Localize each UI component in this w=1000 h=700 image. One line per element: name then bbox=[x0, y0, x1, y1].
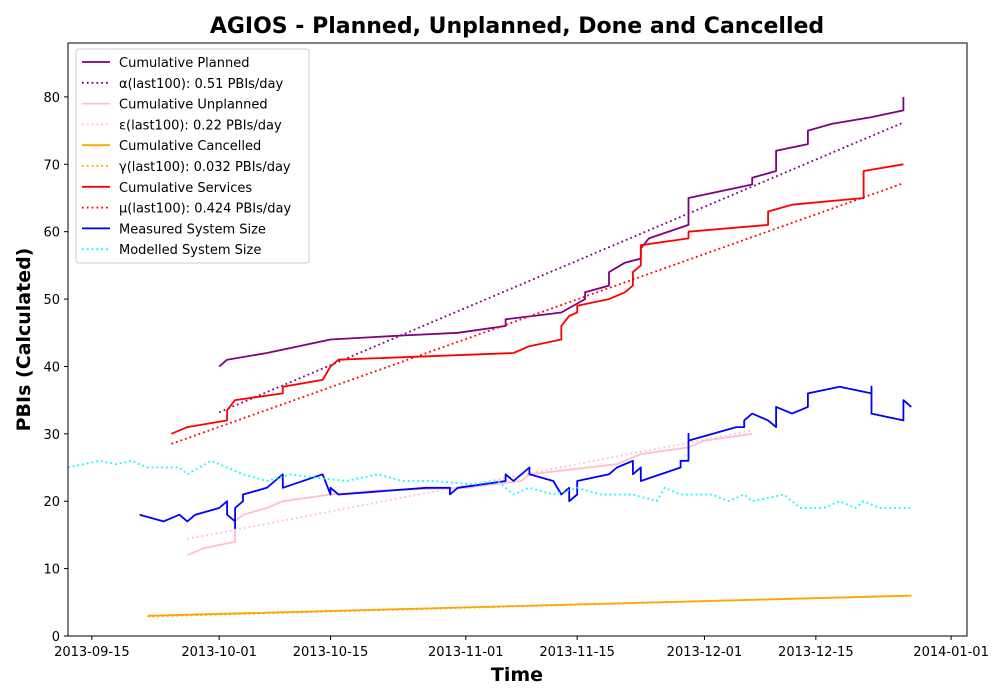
legend-label: Cumulative Cancelled bbox=[119, 139, 261, 154]
y-axis-label: PBIs (Calculated) bbox=[13, 248, 35, 432]
y-tick-label: 50 bbox=[43, 293, 60, 308]
legend-label: Cumulative Unplanned bbox=[119, 98, 268, 113]
legend-label: Cumulative Services bbox=[119, 181, 252, 196]
x-tick-label: 2013-12-15 bbox=[778, 645, 854, 660]
series-line-6 bbox=[171, 163, 904, 435]
legend-label: ε(last100): 0.22 PBIs/day bbox=[119, 118, 282, 133]
legend-label: μ(last100): 0.424 PBIs/day bbox=[119, 202, 291, 217]
x-tick-label: 2013-12-01 bbox=[667, 645, 743, 660]
y-tick-label: 30 bbox=[43, 428, 60, 443]
x-tick-label: 2013-11-15 bbox=[539, 645, 615, 660]
legend-label: Cumulative Planned bbox=[119, 56, 249, 71]
y-tick-label: 20 bbox=[43, 495, 60, 510]
y-tick-label: 60 bbox=[43, 226, 60, 241]
plot-area bbox=[68, 96, 912, 618]
series-line-4 bbox=[147, 594, 912, 617]
legend-label: Modelled System Size bbox=[119, 243, 261, 258]
legend-label: α(last100): 0.51 PBIs/day bbox=[119, 77, 284, 92]
y-tick-label: 70 bbox=[43, 158, 60, 173]
series-line-2 bbox=[186, 432, 753, 556]
y-tick-label: 0 bbox=[52, 630, 60, 645]
chart-title: AGIOS - Planned, Unplanned, Done and Can… bbox=[210, 14, 824, 39]
plot-frame bbox=[67, 42, 968, 637]
y-tick-label: 80 bbox=[43, 91, 60, 106]
x-tick-label: 2013-10-15 bbox=[293, 645, 369, 660]
x-axis-label: Time bbox=[491, 664, 543, 686]
y-tick-label: 40 bbox=[43, 360, 60, 375]
series-line-1 bbox=[218, 121, 904, 414]
legend: Cumulative Planned α(last100): 0.51 PBIs/… bbox=[75, 48, 310, 264]
axis-ticks: 2013-09-15 2013-10-01 2013-10-15 2013-11-01… bbox=[43, 91, 988, 660]
series-line-3 bbox=[187, 429, 753, 540]
y-tick-label: 10 bbox=[43, 563, 60, 578]
legend-box bbox=[75, 48, 310, 264]
x-tick-label: 2013-10-01 bbox=[181, 645, 257, 660]
series-line-8 bbox=[139, 385, 912, 530]
x-tick-label: 2013-11-01 bbox=[428, 645, 504, 660]
legend-label: γ(last100): 0.032 PBIs/day bbox=[119, 160, 291, 175]
x-tick-label: 2013-09-15 bbox=[54, 645, 130, 660]
legend-label: Measured System Size bbox=[119, 222, 266, 237]
x-tick-label: 2014-01-01 bbox=[913, 645, 989, 660]
